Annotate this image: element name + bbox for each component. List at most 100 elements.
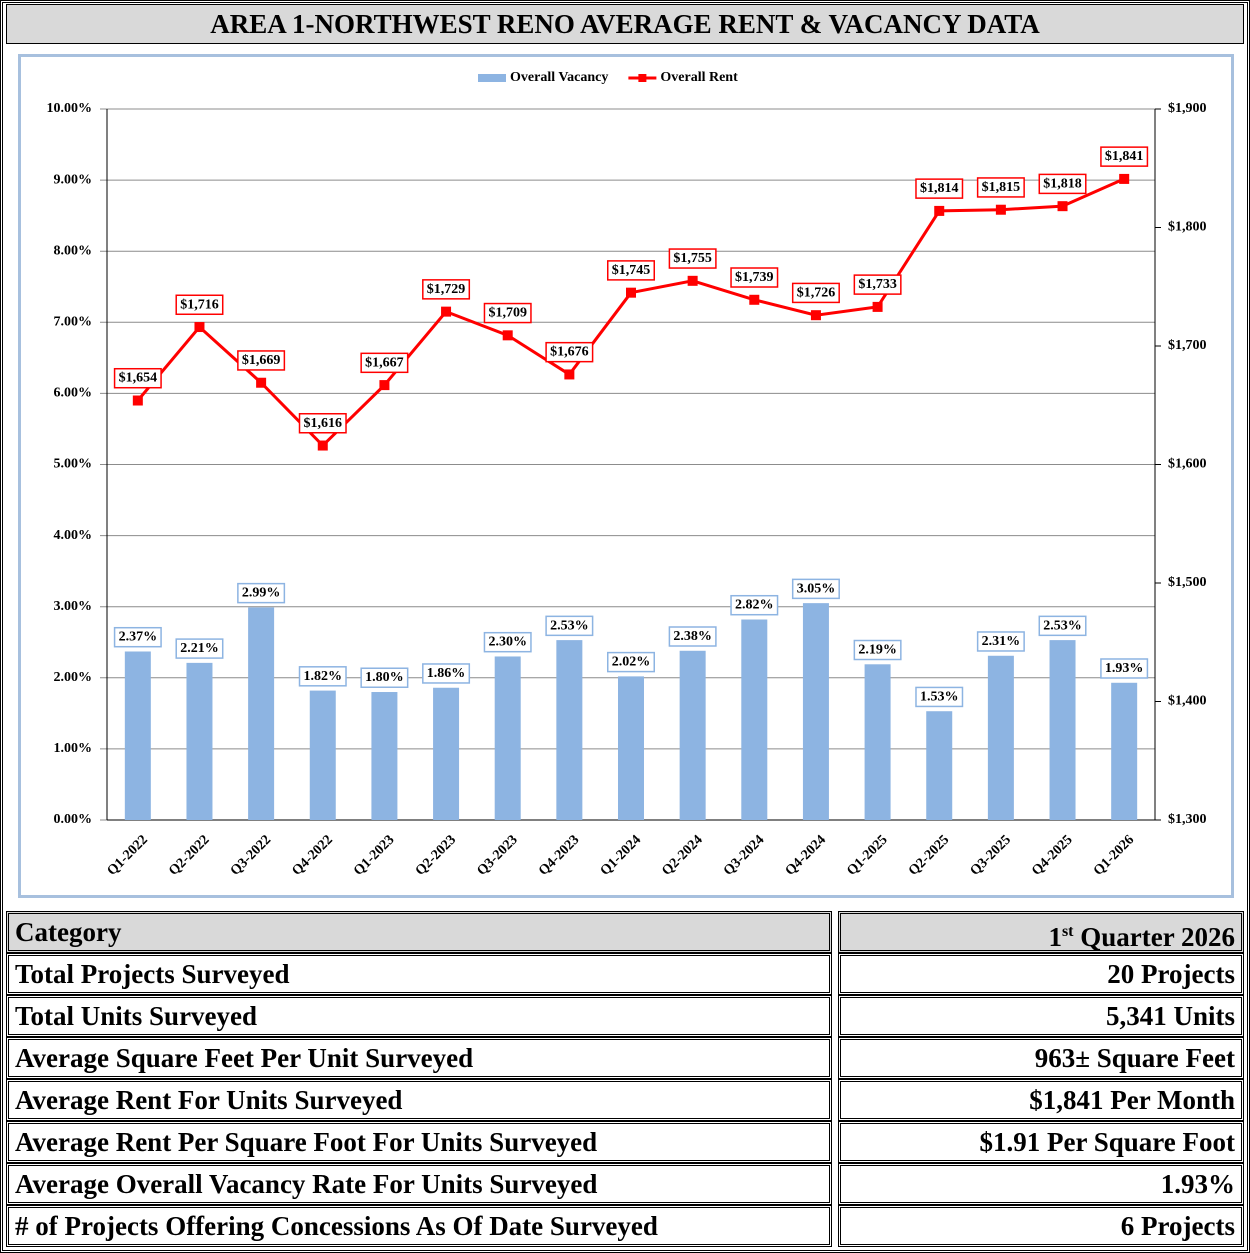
x-tick-label: Q3-2024: [721, 832, 767, 878]
bar: [309, 690, 336, 820]
data-label-box: [422, 279, 471, 300]
bar: [1049, 640, 1076, 820]
x-tick-label: Q1-2023: [351, 832, 397, 878]
data-label-box: [791, 578, 840, 600]
bar: [926, 711, 953, 820]
bar: [802, 603, 829, 820]
table-cell: Average Rent For Units Surveyed: [6, 1079, 832, 1121]
table-cell: 20 Projects: [838, 953, 1244, 995]
data-label: $1,726: [797, 285, 836, 300]
data-label-box: [113, 626, 162, 648]
x-tick-label: Q4-2025: [1029, 832, 1075, 878]
y-tick-label: 8.00%: [54, 243, 93, 258]
data-label: $1,815: [982, 180, 1021, 195]
marker: [872, 301, 883, 312]
data-label: 1.53%: [920, 689, 959, 704]
y-tick-label: 3.00%: [54, 599, 93, 614]
data-label: 2.38%: [673, 629, 712, 644]
marker: [1057, 201, 1068, 212]
data-label: $1,739: [735, 270, 774, 285]
x-tick-label: Q2-2022: [166, 832, 212, 878]
data-label-box: [915, 686, 964, 708]
y-tick-label: 9.00%: [54, 172, 93, 187]
legend-label: Overall Rent: [660, 70, 738, 85]
data-label-box: [668, 248, 717, 269]
table-row: Average Rent Per Square Foot For Units S…: [6, 1121, 1244, 1163]
data-label: 2.53%: [1043, 618, 1082, 633]
y2-tick-label: $1,500: [1168, 575, 1207, 590]
data-label: $1,667: [365, 355, 404, 370]
header-cell: Category: [6, 911, 832, 953]
data-label-box: [1100, 658, 1149, 679]
table-cell: 1.93%: [838, 1163, 1244, 1205]
x-tick-label: Q1-2022: [105, 832, 151, 878]
data-label-box: [1100, 146, 1149, 167]
summary-table: Category 1st Quarter 2026 Total Projects…: [6, 911, 1244, 1247]
marker: [194, 322, 205, 333]
table-cell: 6 Projects: [838, 1205, 1244, 1247]
marker: [132, 395, 143, 406]
bar: [433, 687, 460, 820]
data-label: 2.02%: [612, 655, 651, 670]
x-tick-label: Q4-2022: [290, 832, 336, 878]
data-label-box: [915, 178, 964, 199]
data-label-box: [113, 367, 162, 389]
marker: [379, 380, 390, 391]
data-label-box: [360, 667, 409, 688]
marker: [934, 205, 945, 216]
x-tick-label: Q3-2023: [474, 832, 520, 878]
y2-tick-label: $1,300: [1168, 812, 1207, 827]
y2-tick-label: $1,400: [1168, 694, 1207, 709]
table-row: Average Overall Vacancy Rate For Units S…: [6, 1163, 1244, 1205]
marker: [256, 377, 267, 388]
marker: [441, 306, 452, 317]
data-label: 2.82%: [735, 598, 774, 613]
header-text: Quarter 2026: [1080, 922, 1235, 952]
table-row: Average Rent For Units Surveyed $1,841 Pe…: [6, 1079, 1244, 1121]
marker: [810, 310, 821, 321]
data-label-box: [976, 631, 1025, 652]
data-label-box: [298, 666, 347, 687]
page-title: AREA 1-NORTHWEST RENO AVERAGE RENT & VAC…: [6, 4, 1244, 44]
bar: [864, 664, 891, 820]
y-tick-label: 5.00%: [54, 457, 93, 472]
table-cell: Average Square Feet Per Unit Surveyed: [6, 1037, 832, 1079]
bar: [186, 662, 213, 820]
marker: [502, 330, 513, 341]
data-label-box: [1038, 615, 1087, 637]
header-text: st: [1061, 923, 1074, 940]
x-tick-label: Q4-2024: [783, 832, 829, 878]
data-label: $1,841: [1105, 149, 1144, 164]
y2-tick-label: $1,800: [1168, 220, 1207, 235]
table-cell: Average Rent Per Square Foot For Units S…: [6, 1121, 832, 1163]
line: [136, 177, 1125, 448]
data-label: $1,818: [1043, 176, 1082, 191]
data-label: $1,814: [920, 181, 959, 196]
data-label: $1,709: [488, 306, 527, 321]
x-tick-label: Q2-2025: [906, 832, 952, 878]
data-label-box: [853, 274, 902, 295]
table-row: Average Square Feet Per Unit Surveyed 963…: [6, 1037, 1244, 1079]
table-header: Category 1st Quarter 2026: [6, 911, 1244, 953]
data-label: $1,676: [550, 345, 589, 360]
marker: [1119, 173, 1130, 184]
table-row: # of Projects Offering Concessions As Of…: [6, 1205, 1244, 1247]
data-label: 2.37%: [119, 630, 158, 645]
bar: [618, 676, 644, 820]
y2-tick-label: $1,900: [1168, 101, 1207, 116]
legend-label: Overall Vacancy: [510, 70, 608, 85]
y-tick-label: 2.00%: [54, 670, 93, 685]
bar: [248, 607, 275, 820]
data-label: 2.19%: [858, 643, 897, 658]
data-label-box: [298, 413, 347, 434]
data-label: 3.05%: [797, 581, 836, 596]
table-cell: Average Overall Vacancy Rate For Units S…: [6, 1163, 832, 1205]
data-label: 2.31%: [982, 634, 1021, 649]
data-label-box: [237, 350, 286, 371]
marker: [687, 275, 698, 286]
table-row: Total Units Surveyed 5,341 Units: [6, 995, 1244, 1037]
marker: [626, 287, 636, 298]
data-label-box: [791, 282, 840, 304]
data-label-box: [422, 663, 471, 684]
